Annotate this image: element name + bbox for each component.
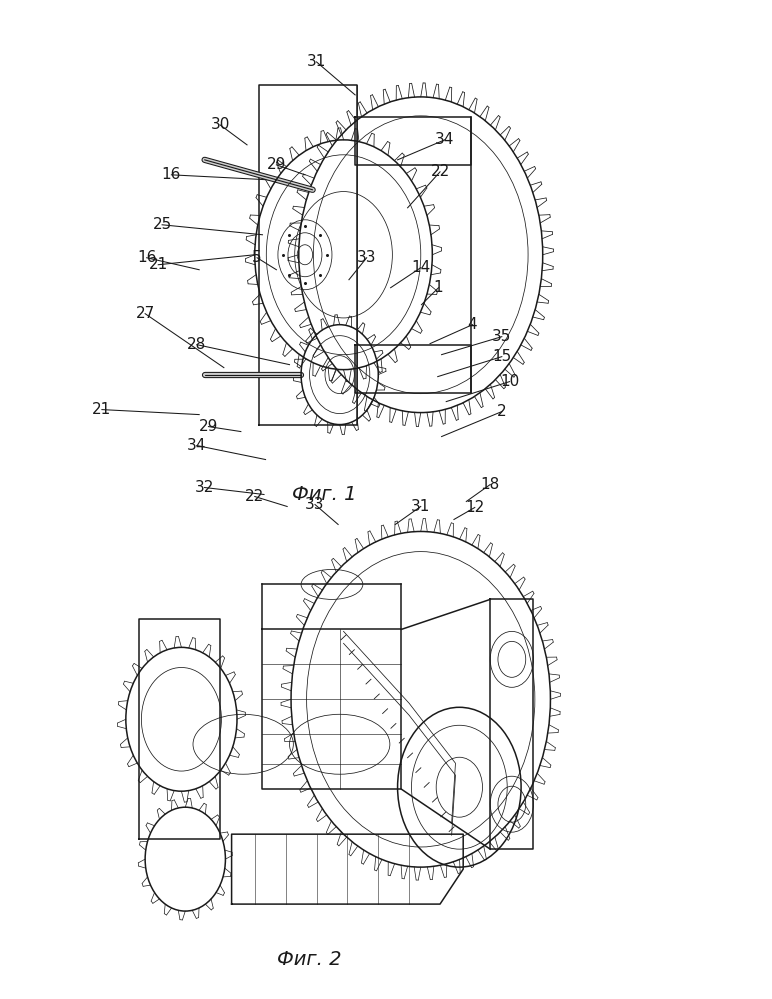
Text: 32: 32 [195,480,215,496]
Text: 30: 30 [210,117,230,133]
Text: 12: 12 [466,500,484,515]
Text: 25: 25 [153,217,171,233]
Text: 22: 22 [431,164,449,180]
Text: 33: 33 [305,497,325,512]
Text: 18: 18 [481,477,499,493]
Text: Фиг. 1: Фиг. 1 [292,485,357,504]
Text: 35: 35 [492,329,512,345]
Text: 16: 16 [161,167,181,183]
Text: 28: 28 [188,337,206,353]
Text: 14: 14 [411,260,430,276]
Text: 33: 33 [357,250,377,266]
Text: 31: 31 [306,54,327,70]
Text: 21: 21 [149,257,168,273]
Text: 29: 29 [198,419,218,435]
Text: Фиг. 2: Фиг. 2 [276,949,341,969]
Text: 27: 27 [136,306,154,322]
Text: 5: 5 [252,250,262,266]
Text: 22: 22 [245,489,264,504]
Text: 10: 10 [500,374,519,390]
Text: 4: 4 [468,317,477,333]
Text: 34: 34 [187,438,207,454]
Text: 29: 29 [266,157,286,173]
Text: 15: 15 [493,349,511,365]
Text: 21: 21 [93,402,111,418]
Text: 16: 16 [137,250,157,266]
Text: 31: 31 [411,499,431,514]
Text: 2: 2 [497,404,506,420]
Text: 34: 34 [435,132,455,148]
Text: 1: 1 [434,280,443,296]
